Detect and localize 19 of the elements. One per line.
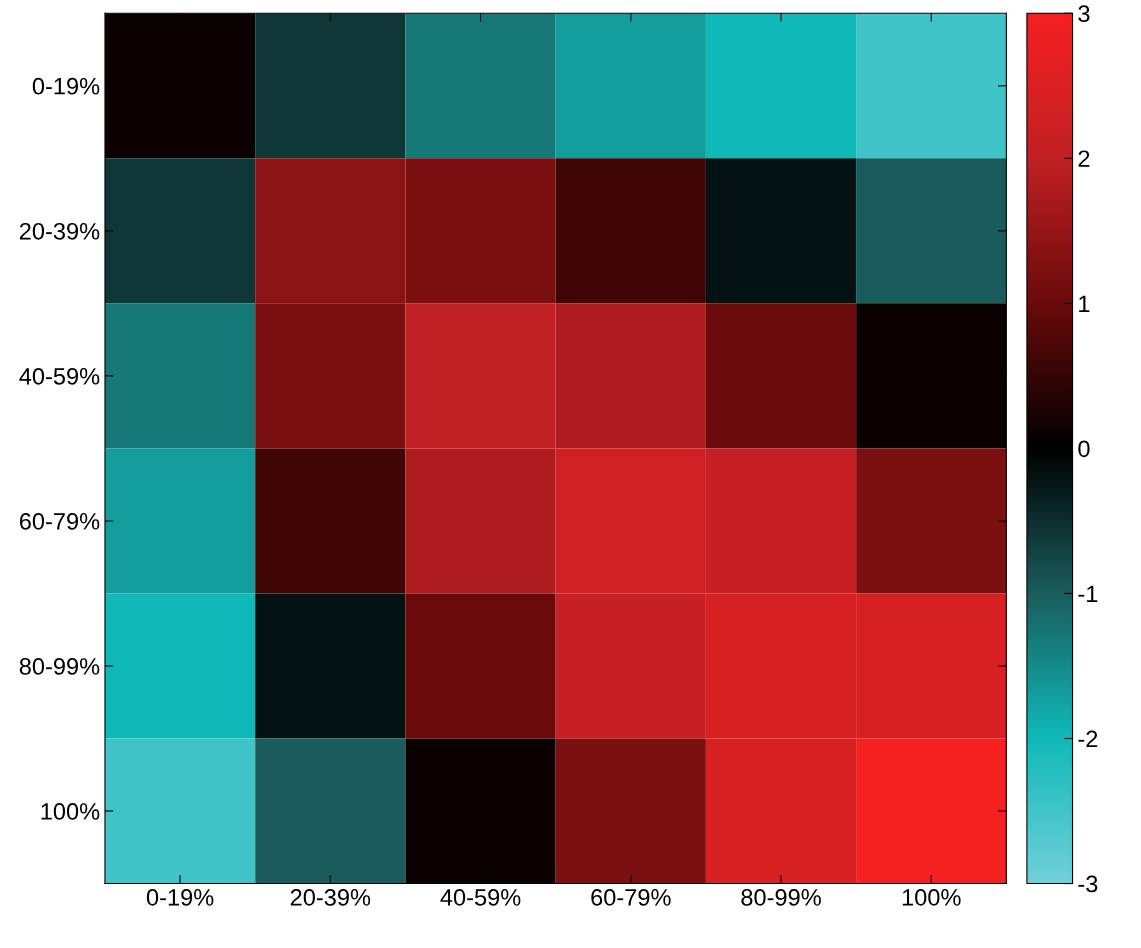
y-tick-label: 40-59% — [19, 367, 100, 385]
x-tick-label: 80-99% — [741, 889, 821, 906]
color-bar-label: 2 — [1078, 150, 1090, 167]
x-tick-label: 0-19% — [146, 889, 214, 906]
x-tick-label: 60-79% — [591, 889, 671, 906]
color-bar-label: 3 — [1078, 5, 1090, 23]
color-bar-label: -2 — [1078, 730, 1098, 748]
x-tick-label: 20-39% — [290, 889, 371, 906]
color-bar-label: 1 — [1079, 295, 1090, 312]
y-tick-label: 80-99% — [19, 658, 100, 675]
color-bar-label: -1 — [1078, 585, 1098, 602]
y-tick-label: 0-19% — [32, 77, 100, 95]
color-bar-label: -3 — [1078, 875, 1098, 893]
color-bar-label: 0 — [1078, 440, 1090, 458]
x-tick-label: 100% — [902, 889, 961, 906]
y-tick-label: 60-79% — [19, 512, 100, 530]
x-tick-label: 40-59% — [440, 889, 521, 906]
y-tick-label: 20-39% — [19, 222, 100, 240]
y-tick-label: 100% — [41, 803, 100, 820]
